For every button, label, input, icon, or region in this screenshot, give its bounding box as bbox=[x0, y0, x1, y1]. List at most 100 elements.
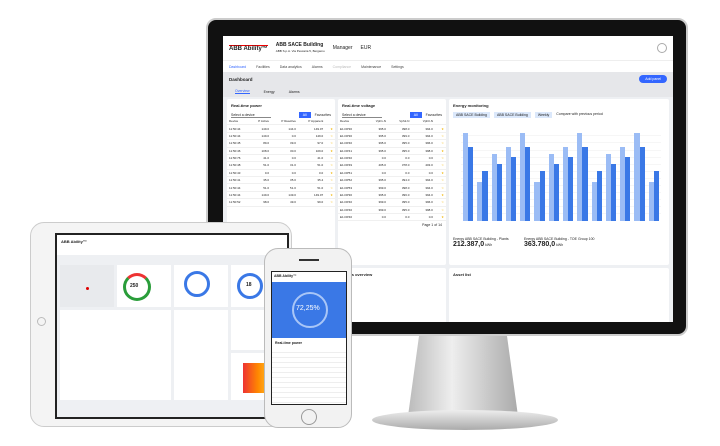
table-row[interactable]: E1.DP41 395.0 395.0 398.0 ★ bbox=[338, 147, 446, 155]
bar-previous-1[interactable] bbox=[482, 171, 488, 221]
column-header[interactable]: P Reactive bbox=[271, 118, 298, 126]
bar-current-0[interactable] bbox=[463, 132, 469, 221]
bar-previous-0[interactable] bbox=[468, 146, 474, 221]
building-selector[interactable]: ABB SACE Building ABB S.p.A. Via Pescaria… bbox=[275, 42, 325, 53]
nav-facilities[interactable]: Facilities bbox=[256, 64, 270, 69]
column-header[interactable]: Vph3-N bbox=[411, 118, 435, 126]
table-row[interactable]: 11:50:76 41.0 0.0 41.0 ☆ bbox=[227, 154, 335, 163]
table-row[interactable]: 11:50:44 51.0 51.0 51.0 ☆ bbox=[227, 183, 335, 192]
table-row[interactable]: E1.DP40 399.0 395.0 396.0 ☆ bbox=[338, 198, 446, 207]
column-header[interactable]: P Apparent bbox=[297, 118, 326, 126]
table-row[interactable]: 11:50:48 51.0 31.0 51.0 ☆ bbox=[227, 161, 335, 170]
star-icon[interactable]: ★ bbox=[434, 191, 446, 200]
star-icon[interactable]: ★ bbox=[325, 124, 335, 133]
star-icon[interactable]: ★ bbox=[434, 147, 446, 155]
star-icon[interactable]: ☆ bbox=[325, 183, 335, 192]
bar-previous-4[interactable] bbox=[525, 146, 531, 221]
device-select[interactable]: Select a device bbox=[342, 113, 382, 118]
pagination[interactable]: Page 1 of 14 bbox=[422, 223, 442, 228]
star-icon[interactable]: ☆ bbox=[325, 161, 335, 170]
bar-previous-10[interactable] bbox=[611, 164, 617, 221]
tab-energy[interactable]: Energy bbox=[263, 89, 275, 94]
tab-overview[interactable]: Overview bbox=[235, 89, 250, 94]
star-icon[interactable]: ☆ bbox=[325, 198, 335, 207]
nav-dashboard[interactable]: Dashboard bbox=[229, 64, 247, 69]
user-menu[interactable]: Manager bbox=[332, 45, 353, 51]
bar-current-1[interactable] bbox=[477, 182, 483, 221]
map-tile[interactable] bbox=[60, 265, 114, 307]
all-toggle[interactable]: All bbox=[298, 112, 311, 118]
star-icon[interactable]: ☆ bbox=[325, 139, 335, 148]
table-row[interactable]: E1.DP40 395.0 395.0 396.0 ☆ bbox=[338, 139, 446, 148]
bar-previous-12[interactable] bbox=[639, 146, 645, 221]
star-icon[interactable]: ☆ bbox=[434, 154, 446, 163]
bar-current-13[interactable] bbox=[648, 182, 654, 221]
table-row[interactable]: 11:50:43 0.0 0.0 0.0 ★ bbox=[227, 169, 335, 178]
table-row[interactable]: E1.DP51 0.0 0.0 0.0 ★ bbox=[338, 169, 446, 178]
table-row[interactable]: E1.DP52 395.0 394.0 394.0 ☆ bbox=[338, 176, 446, 185]
star-icon[interactable]: ☆ bbox=[325, 176, 335, 185]
bar-current-7[interactable] bbox=[563, 146, 569, 221]
column-header[interactable]: Vph2-N bbox=[387, 118, 412, 126]
star-icon[interactable]: ★ bbox=[325, 169, 335, 178]
star-icon[interactable]: ☆ bbox=[434, 161, 446, 170]
avatar[interactable] bbox=[657, 43, 667, 53]
table-row[interactable]: E1.DP30 395.0 399.0 394.0 ☆ bbox=[338, 132, 446, 141]
star-icon[interactable]: ☆ bbox=[434, 139, 446, 148]
table-row[interactable]: E1.DP49 405.0 378.0 403.0 ☆ bbox=[338, 161, 446, 170]
star-icon[interactable]: ☆ bbox=[325, 132, 335, 141]
bar-previous-3[interactable] bbox=[511, 157, 517, 221]
bar-previous-13[interactable] bbox=[653, 171, 659, 221]
star-icon[interactable]: ☆ bbox=[434, 183, 446, 192]
bar-current-10[interactable] bbox=[605, 153, 611, 221]
group-filter[interactable]: ABB SACE Building bbox=[453, 112, 490, 118]
table-row[interactable]: 11:50:52 98.0 49.0 99.0 ☆ bbox=[227, 198, 335, 207]
star-icon[interactable]: ★ bbox=[325, 191, 335, 200]
table-row[interactable]: 11:50:44 149.0 0.0 149.0 ☆ bbox=[227, 132, 335, 141]
star-icon[interactable]: ★ bbox=[434, 169, 446, 178]
table-row[interactable]: E1.DP30 395.0 396.0 394.0 ★ bbox=[338, 191, 446, 200]
table-row[interactable]: E1.DP30 395.0 398.0 394.0 ★ bbox=[338, 124, 446, 133]
star-icon[interactable]: ★ bbox=[434, 124, 446, 133]
period-filter[interactable]: Weekly bbox=[534, 112, 553, 118]
bar-previous-8[interactable] bbox=[582, 146, 588, 221]
nav-settings[interactable]: Settings bbox=[391, 64, 404, 69]
table-row[interactable]: 11:50:46 108.0 30.0 109.0 ★ bbox=[227, 147, 335, 155]
all-toggle[interactable]: All bbox=[409, 112, 422, 118]
star-icon[interactable]: ☆ bbox=[434, 176, 446, 185]
nav-maintenance[interactable]: Maintenance bbox=[361, 64, 382, 69]
table-row[interactable]: E1.DP40 0.0 0.0 0.0 ☆ bbox=[338, 154, 446, 163]
table-row[interactable]: 11:50:44 149.0 144.0 149.07 ★ bbox=[227, 124, 335, 133]
column-header[interactable]: P Active bbox=[249, 118, 272, 126]
device-select[interactable]: Select a device bbox=[231, 113, 271, 118]
bar-previous-7[interactable] bbox=[568, 157, 574, 221]
star-icon[interactable]: ★ bbox=[325, 147, 335, 155]
comparison-filter[interactable]: ABB SACE Building bbox=[493, 112, 531, 118]
star-icon[interactable]: ☆ bbox=[434, 132, 446, 141]
favourites-toggle[interactable]: Favourites bbox=[425, 113, 442, 117]
bar-current-4[interactable] bbox=[520, 132, 526, 221]
bar-previous-11[interactable] bbox=[625, 157, 631, 221]
nav-compliance[interactable]: Compliance bbox=[332, 64, 352, 69]
star-icon[interactable]: ☆ bbox=[325, 154, 335, 163]
bar-current-3[interactable] bbox=[505, 146, 511, 221]
add-panel-button[interactable]: Add panel bbox=[639, 75, 667, 83]
bar-previous-9[interactable] bbox=[596, 171, 602, 221]
bar-previous-6[interactable] bbox=[553, 164, 559, 221]
compare-checkbox[interactable]: Compare with previous period bbox=[556, 112, 603, 116]
table-row[interactable]: E1.DP40 0.0 0.0 0.0 ★ bbox=[338, 213, 446, 222]
bar-previous-5[interactable] bbox=[539, 171, 545, 221]
star-icon[interactable]: ☆ bbox=[434, 206, 446, 214]
star-icon[interactable]: ★ bbox=[434, 213, 446, 222]
table-row[interactable]: 11:50:41 35.0 35.0 35.4 ☆ bbox=[227, 176, 335, 185]
star-icon[interactable]: ☆ bbox=[434, 198, 446, 207]
bar-current-12[interactable] bbox=[634, 132, 640, 221]
nav-alarms[interactable]: Alarms bbox=[311, 64, 323, 69]
home-button[interactable] bbox=[301, 409, 317, 425]
table-row[interactable]: E1.DP40 399.0 395.0 398.0 ☆ bbox=[338, 206, 446, 214]
table-row[interactable]: E1.DP53 399.0 398.0 394.0 ☆ bbox=[338, 183, 446, 192]
bar-previous-2[interactable] bbox=[496, 164, 502, 221]
bar-current-8[interactable] bbox=[577, 132, 583, 221]
tab-alarms[interactable]: Alarms bbox=[288, 89, 300, 94]
column-header[interactable]: Device bbox=[227, 118, 250, 126]
